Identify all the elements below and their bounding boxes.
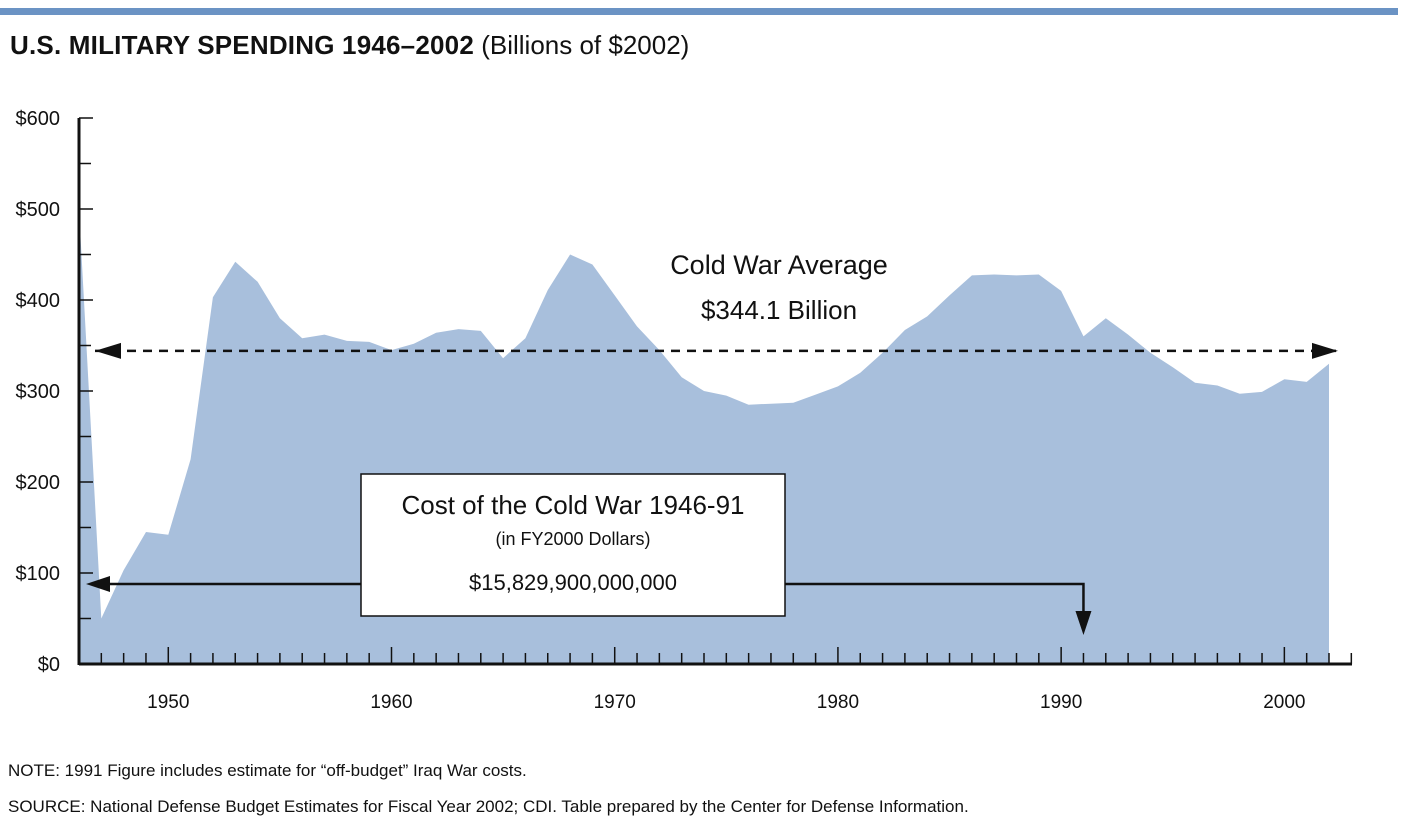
cost-box xyxy=(360,473,786,617)
y-tick-label: $100 xyxy=(16,563,61,585)
y-tick-label: $600 xyxy=(16,108,61,130)
x-tick-label: 1990 xyxy=(1040,692,1082,713)
y-tick-label: $300 xyxy=(16,381,61,403)
average-value-label: $344.1 Billion xyxy=(701,295,857,325)
cost-box-subtitle: (in FY2000 Dollars) xyxy=(495,529,650,549)
chart-title: U.S. MILITARY SPENDING 1946–2002 (Billio… xyxy=(10,30,689,61)
y-tick-label: $0 xyxy=(38,654,60,676)
cost-arrow-left-head xyxy=(86,576,110,592)
cost-box-title: Cost of the Cold War 1946-91 xyxy=(402,490,745,520)
x-tick-label: 1950 xyxy=(147,692,189,713)
footnote-note: NOTE: 1991 Figure includes estimate for … xyxy=(8,761,527,780)
chart-title-subtitle: (Billions of $2002) xyxy=(481,30,690,60)
average-label: Cold War Average xyxy=(670,250,888,280)
footnote-source: SOURCE: National Defense Budget Estimate… xyxy=(8,797,969,816)
cost-arrow-down-head xyxy=(1075,611,1092,635)
accent-bar xyxy=(0,8,1398,15)
x-tick-label: 1960 xyxy=(370,692,412,713)
cost-box-value: $15,829,900,000,000 xyxy=(469,570,677,595)
average-arrow-left xyxy=(95,342,121,359)
chart-title-main: U.S. MILITARY SPENDING 1946–2002 xyxy=(10,30,474,60)
average-arrow-right xyxy=(1312,342,1338,359)
x-tick-label: 1980 xyxy=(817,692,859,713)
y-tick-label: $500 xyxy=(16,199,61,221)
x-tick-label: 2000 xyxy=(1263,692,1305,713)
cost-arrow-line-right xyxy=(784,582,1085,612)
x-tick-label: 1970 xyxy=(594,692,636,713)
y-tick-label: $200 xyxy=(16,472,61,494)
y-tick-label: $400 xyxy=(16,290,61,312)
